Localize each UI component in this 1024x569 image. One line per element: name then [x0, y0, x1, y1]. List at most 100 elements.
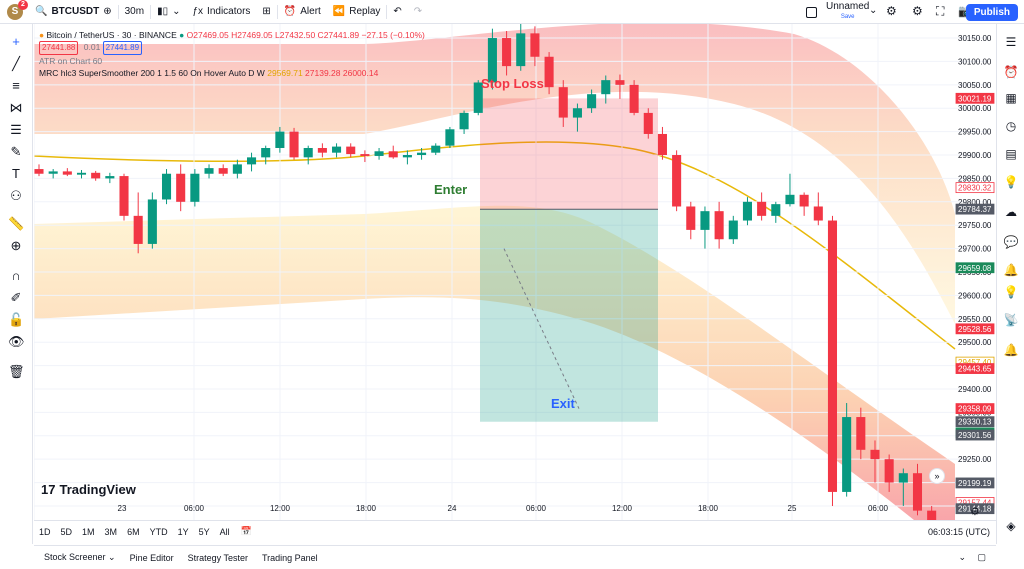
brush-icon[interactable]: ✎ [10, 144, 22, 159]
interval-button[interactable]: 30m [124, 6, 145, 17]
bell-icon[interactable]: 🔔 [1003, 343, 1019, 357]
pitchfork-icon[interactable]: ⋈ [9, 100, 23, 115]
scroll-to-realtime-button[interactable]: » [929, 468, 945, 484]
candle-body [247, 157, 257, 165]
magnet-icon[interactable]: ∩ [11, 268, 21, 283]
timeframe-5d[interactable]: 5D [60, 526, 73, 537]
candle-body [587, 94, 597, 109]
lock-drawing-icon[interactable]: ✐ [10, 290, 22, 305]
broadcast-icon[interactable]: 📡 [1003, 313, 1019, 327]
trend-line-icon[interactable]: ╱ [12, 56, 20, 71]
calendar-icon[interactable]: ▤ [1005, 147, 1017, 161]
undo-button[interactable]: ↶ [387, 0, 407, 24]
price-scale[interactable]: 30150.00 30100.00 30050.00 30000.00 29950.00… [955, 24, 997, 520]
price-tag-label: 29784.37 [958, 205, 992, 214]
trash-icon[interactable]: 🗑 [8, 364, 25, 379]
time-tick-label: 23 [118, 504, 127, 513]
add-symbol-icon[interactable]: ⊕ [103, 6, 112, 17]
layers-icon[interactable]: ◈ [1006, 519, 1016, 533]
price-tag [955, 429, 995, 441]
candle-body [742, 201, 752, 221]
timeframe-1d[interactable]: 1D [39, 526, 51, 537]
price-tick-label: 29600.00 [958, 291, 992, 300]
price-tag-label: 29830.32 [958, 184, 992, 193]
tab-label: Stock Screener [44, 552, 106, 562]
candle-body [133, 215, 143, 244]
redo-button[interactable]: ↷ [408, 0, 428, 24]
symbol-search-button[interactable]: 🔍 BTCUSDT ⊕ [29, 0, 118, 24]
price-tick-label: 29900.00 [958, 151, 992, 160]
candle-body [516, 33, 526, 67]
chart-type-button[interactable]: ▮▯ ⌄ [151, 0, 186, 24]
chart-pane[interactable] [34, 24, 989, 520]
alerts-icon[interactable]: ⏰ [1003, 65, 1019, 79]
legend-title: Bitcoin / TetherUS · 30 · BINANCE [46, 30, 177, 40]
layout-name-button[interactable]: Unnamed Save [826, 2, 869, 22]
layout-checkbox[interactable] [806, 7, 817, 18]
eye-icon[interactable]: 👁 [8, 334, 25, 349]
user-avatar[interactable]: S 2 [7, 0, 28, 20]
crosshair-icon[interactable]: + [12, 34, 20, 49]
indicators-icon: ƒx [192, 6, 204, 17]
tab-strategy-tester[interactable]: Strategy Tester [187, 552, 248, 563]
timeframe-5y[interactable]: 5Y [198, 526, 210, 537]
tab-stock-screener[interactable]: Stock Screener ⌄ [44, 552, 116, 562]
timeframe-1y[interactable]: 1Y [177, 526, 189, 537]
notifications-icon[interactable]: 🔔 [1003, 263, 1019, 277]
chats-icon[interactable]: 💬 [1003, 235, 1019, 249]
mrc-value-1: 29569.71 [267, 68, 303, 78]
settings-icon[interactable]: ⚙ [912, 4, 923, 18]
lightbulb-icon[interactable]: 💡 [1003, 285, 1019, 299]
candle-body [558, 87, 568, 118]
minimize-panel-icon[interactable]: ⌄ [958, 552, 966, 562]
data-window-icon[interactable]: ▦ [1005, 91, 1017, 105]
date-range-icon[interactable]: 📅 [240, 526, 252, 536]
mrc-bands [34, 24, 956, 520]
zoom-in-icon[interactable]: ⊕ [10, 238, 22, 253]
tab-pine-editor[interactable]: Pine Editor [129, 552, 174, 563]
price-chart[interactable] [34, 24, 989, 520]
tab-trading-panel[interactable]: Trading Panel [261, 552, 318, 563]
fullscreen-icon[interactable]: ⛶ [936, 4, 945, 18]
time-scale[interactable]: 23 06:00 12:00 18:00 24 06:00 12:00 18:00 25 06:0… [34, 498, 989, 518]
price-tick-label: 29700.00 [958, 245, 992, 254]
quick-search-icon[interactable]: ⚙ [886, 4, 897, 18]
atr-indicator-label[interactable]: ATR on Chart 60 [39, 56, 103, 66]
lock-icon[interactable]: 🔓 [8, 312, 25, 327]
indicators-label: Indicators [207, 6, 251, 17]
pattern-icon[interactable]: ⚇ [10, 188, 22, 203]
alert-button[interactable]: ⏰ Alert [278, 0, 327, 24]
hotlist-icon[interactable]: ◷ [1005, 119, 1017, 133]
replay-button[interactable]: ⏪ Replay [327, 0, 387, 24]
price-tick-label: 29500.00 [958, 338, 992, 347]
layout-save-status: Save [840, 14, 855, 20]
ruler-icon[interactable]: 📏 [8, 216, 25, 231]
mrc-indicator-label[interactable]: MRC hlc3 SuperSmoother 200 1 1.5 60 On H… [39, 68, 265, 78]
clock[interactable]: 06:03:15 (UTC) [927, 526, 990, 537]
position-tool[interactable] [480, 98, 658, 422]
ask-pill[interactable]: 27441.89 [102, 41, 143, 55]
timeframe-6m[interactable]: 6M [127, 526, 140, 537]
streams-icon[interactable]: ☁ [1005, 205, 1017, 219]
horizontal-lines-icon[interactable]: ≡ [12, 78, 20, 93]
templates-button[interactable]: ⊞ [256, 0, 276, 24]
chart-settings-icon[interactable]: ⚙ [970, 506, 980, 518]
maximize-panel-icon[interactable]: ▢ [977, 552, 986, 562]
mrc-value-2: 27139.28 [305, 68, 341, 78]
timeframe-1m[interactable]: 1M [82, 526, 95, 537]
watchlist-icon[interactable]: ☰ [1005, 35, 1017, 49]
indicators-button[interactable]: ƒx Indicators [186, 0, 256, 24]
fib-icon[interactable]: ☰ [10, 122, 22, 137]
publish-button[interactable]: Publish [965, 4, 1018, 21]
price-tag [955, 182, 995, 194]
candle-body [912, 473, 923, 511]
text-icon[interactable]: T [12, 166, 20, 181]
timeframe-3m[interactable]: 3M [104, 526, 118, 537]
timeframe-all[interactable]: All [219, 526, 230, 537]
chevron-down-icon[interactable]: ⌄ [869, 5, 878, 16]
bid-pill[interactable]: 27441.88 [39, 41, 79, 55]
chart-legend: ● Bitcoin / TetherUS · 30 · BINANCE ● O2… [39, 29, 425, 79]
time-tick-label: 12:00 [612, 504, 633, 513]
timeframe-ytd[interactable]: YTD [149, 526, 168, 537]
ideas-icon[interactable]: 💡 [1003, 175, 1019, 189]
